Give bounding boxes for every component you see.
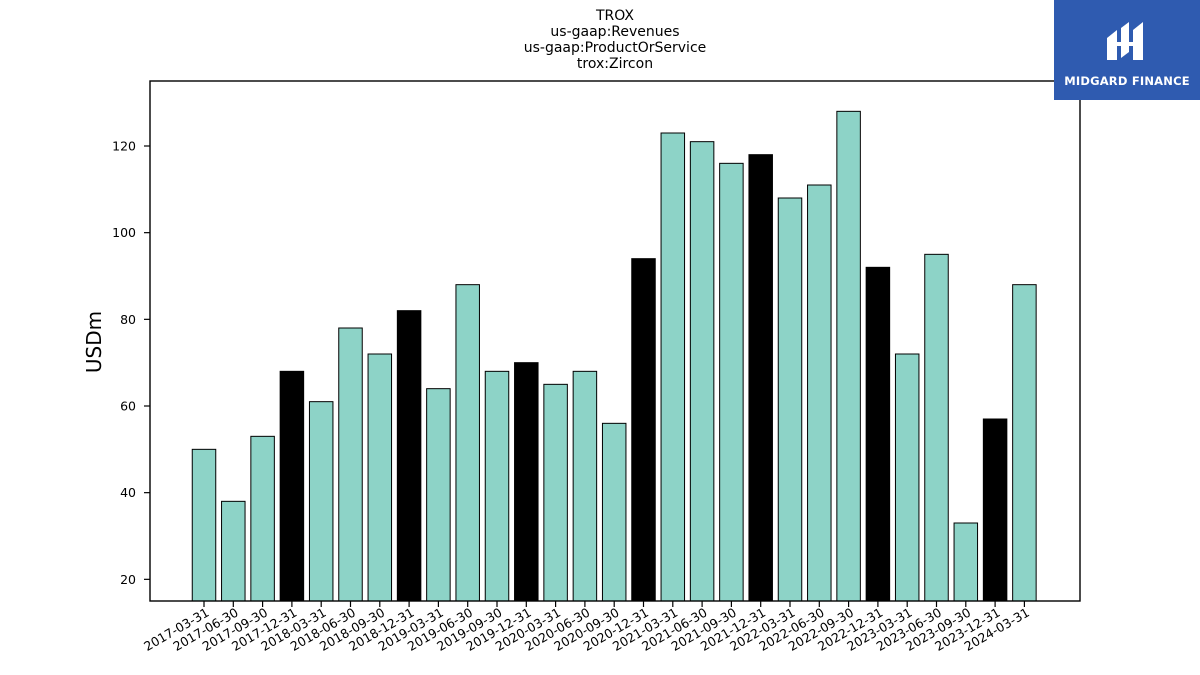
chart-title-line: us-gaap:ProductOrService bbox=[524, 40, 707, 56]
bar bbox=[338, 327, 363, 602]
logo-text: MIDGARD FINANCE bbox=[1064, 74, 1190, 88]
y-tick-label: 40 bbox=[120, 485, 136, 500]
bar bbox=[836, 110, 861, 602]
y-tick-label: 80 bbox=[120, 312, 136, 327]
y-axis: 20 40 60 80 100 120 bbox=[112, 139, 150, 587]
bar bbox=[777, 197, 803, 602]
bar bbox=[924, 253, 949, 602]
bar bbox=[689, 141, 715, 602]
bar bbox=[455, 284, 480, 602]
bar bbox=[807, 184, 832, 602]
bar bbox=[426, 388, 451, 602]
bar bbox=[543, 383, 568, 602]
bar bbox=[865, 266, 891, 602]
bar bbox=[484, 370, 510, 602]
y-tick-label: 20 bbox=[120, 572, 136, 587]
chart-title: TROXus-gaap:Revenuesus-gaap:ProductOrSer… bbox=[524, 8, 707, 72]
y-tick-label: 100 bbox=[112, 225, 136, 240]
bar bbox=[308, 401, 334, 602]
logo-mark-icon bbox=[1107, 22, 1143, 60]
bar bbox=[191, 448, 217, 602]
midgard-finance-logo: MIDGARD FINANCE bbox=[1054, 0, 1200, 100]
y-tick-label: 120 bbox=[112, 139, 136, 154]
bar bbox=[894, 353, 920, 602]
plot-frame bbox=[149, 80, 1081, 602]
bar bbox=[601, 422, 627, 602]
bar bbox=[221, 500, 246, 602]
bar bbox=[660, 132, 686, 602]
bar bbox=[953, 522, 979, 602]
bar bbox=[631, 258, 656, 602]
bars-layer bbox=[191, 110, 1037, 602]
bar bbox=[572, 370, 598, 602]
chart-title-line: us-gaap:Revenues bbox=[550, 24, 679, 40]
bar bbox=[367, 353, 393, 602]
chart-title-line: trox:Zircon bbox=[577, 56, 653, 72]
bar bbox=[279, 370, 305, 602]
bar bbox=[982, 418, 1008, 602]
chart-title-line: TROX bbox=[595, 8, 634, 24]
bar bbox=[396, 310, 422, 602]
bar bbox=[1012, 284, 1037, 602]
y-axis-label: USDm bbox=[82, 311, 106, 373]
bar bbox=[719, 162, 744, 602]
y-tick-label: 60 bbox=[120, 399, 136, 414]
bar bbox=[250, 435, 275, 602]
bar bbox=[514, 362, 539, 602]
x-axis: 2017-03-312017-06-302017-09-302017-12-31… bbox=[141, 601, 1032, 654]
bar bbox=[748, 154, 773, 602]
